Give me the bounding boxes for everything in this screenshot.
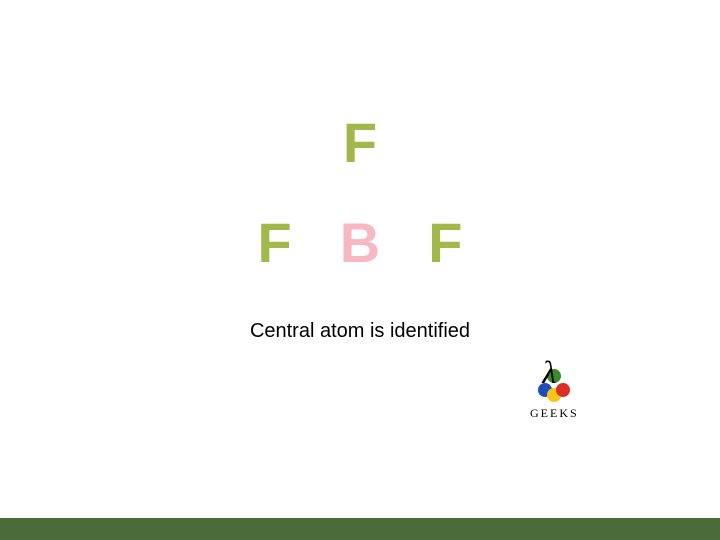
atom-f-top: F: [343, 110, 377, 175]
atom-b-center: B: [340, 210, 380, 275]
molecule-diagram: F F B F: [0, 110, 720, 275]
atom-f-left: F: [258, 210, 292, 275]
brand-logo: λ GEEKS: [530, 360, 579, 421]
bottom-atom-row: F B F: [0, 210, 720, 275]
logo-circle-red: [556, 383, 570, 397]
caption-text: Central atom is identified: [0, 320, 720, 343]
footer-bar: [0, 518, 720, 540]
atom-f-right: F: [428, 210, 462, 275]
lambda-icon: λ: [542, 354, 556, 391]
logo-text: GEEKS: [530, 406, 579, 421]
logo-graphic: λ: [532, 360, 576, 404]
top-atom-row: F: [0, 110, 720, 175]
